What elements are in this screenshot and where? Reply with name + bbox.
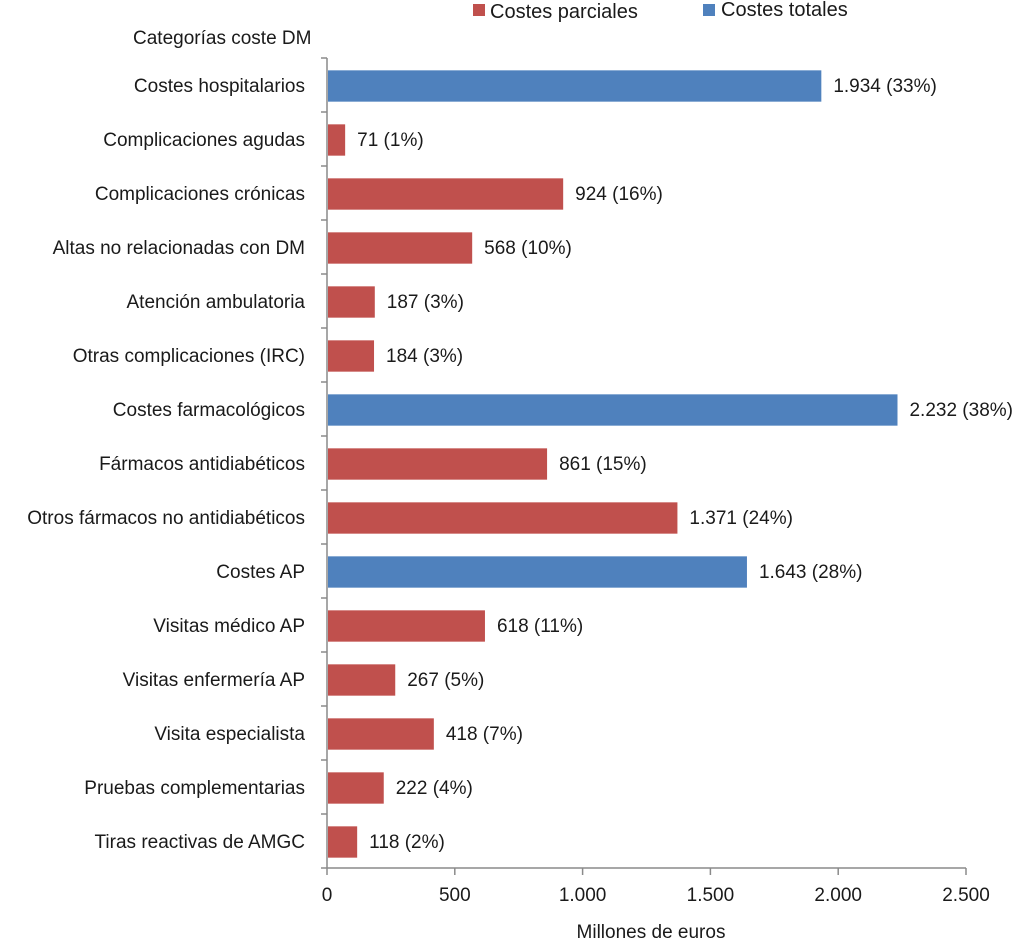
bar-partial xyxy=(328,502,678,534)
category-label: Altas no relacionadas con DM xyxy=(53,238,305,259)
bar-partial xyxy=(328,340,375,372)
bar-total xyxy=(328,70,822,102)
data-label: 1.371 (24%) xyxy=(689,508,793,529)
x-tick-label: 0 xyxy=(322,885,333,906)
x-tick-label: 2.000 xyxy=(814,885,862,906)
bar-partial xyxy=(328,286,375,318)
category-label: Costes hospitalarios xyxy=(134,76,305,97)
x-tick-label: 2.500 xyxy=(942,885,990,906)
data-label: 418 (7%) xyxy=(446,724,523,745)
bar-partial xyxy=(328,124,346,156)
bar-partial xyxy=(328,448,548,480)
value-labels: 1.934 (33%) 71 (1%) 924 (16%) 568 (10%) 187 … xyxy=(357,76,1013,853)
bar-total xyxy=(328,394,898,426)
bar-total xyxy=(328,556,747,588)
category-label: Tiras reactivas de AMGC xyxy=(95,832,305,853)
legend-swatch-costes-totales xyxy=(703,4,715,16)
data-label: 71 (1%) xyxy=(357,130,424,151)
category-label: Complicaciones crónicas xyxy=(95,184,305,205)
category-label: Complicaciones agudas xyxy=(103,130,305,151)
legend-label-costes-parciales: Costes parciales xyxy=(490,1,638,23)
x-tick-label: 1.500 xyxy=(687,885,735,906)
category-axis-title: Categorías coste DM xyxy=(133,28,311,49)
data-label: 618 (11%) xyxy=(497,616,583,637)
category-labels: Costes hospitalarios Complicaciones aguda… xyxy=(27,76,305,853)
data-label: 924 (16%) xyxy=(575,184,663,205)
x-axis-title: Millones de euros xyxy=(577,922,726,943)
legend-swatch-costes-parciales xyxy=(473,4,485,16)
category-label: Visitas médico AP xyxy=(153,616,305,637)
data-label: 568 (10%) xyxy=(484,238,572,259)
category-label: Costes AP xyxy=(216,562,305,583)
bar-partial xyxy=(328,178,564,210)
bar-partial xyxy=(328,664,396,696)
data-label: 187 (3%) xyxy=(387,292,464,313)
data-label: 2.232 (38%) xyxy=(909,400,1013,421)
data-label: 1.934 (33%) xyxy=(833,76,937,97)
legend-label-costes-totales: Costes totales xyxy=(721,0,848,21)
legend: Costes parciales Costes totales xyxy=(473,0,848,23)
category-label: Otras complicaciones (IRC) xyxy=(73,346,305,367)
data-label: 1.643 (28%) xyxy=(759,562,863,583)
category-label: Visitas enfermería AP xyxy=(123,670,305,691)
category-label: Visita especialista xyxy=(154,724,305,745)
x-tick-label: 1.000 xyxy=(559,885,607,906)
axes xyxy=(321,57,966,869)
data-label: 861 (15%) xyxy=(559,454,647,475)
bar-partial xyxy=(328,610,485,642)
category-label: Costes farmacológicos xyxy=(113,400,305,421)
category-label: Otros fármacos no antidiabéticos xyxy=(27,508,305,529)
bar-partial xyxy=(328,718,434,750)
bar-partial xyxy=(328,826,358,858)
x-tick-label: 500 xyxy=(439,885,471,906)
data-label: 118 (2%) xyxy=(369,832,445,853)
bar-partial xyxy=(328,232,473,264)
category-label: Pruebas complementarias xyxy=(84,778,305,799)
data-label: 267 (5%) xyxy=(407,670,484,691)
category-label: Atención ambulatoria xyxy=(127,292,306,313)
bar-partial xyxy=(328,772,384,804)
data-label: 222 (4%) xyxy=(396,778,473,799)
data-label: 184 (3%) xyxy=(386,346,463,367)
bars xyxy=(328,70,898,858)
x-ticks: 0 500 1.000 1.500 2.000 2.500 xyxy=(322,868,990,906)
category-label: Fármacos antidiabéticos xyxy=(99,454,305,475)
